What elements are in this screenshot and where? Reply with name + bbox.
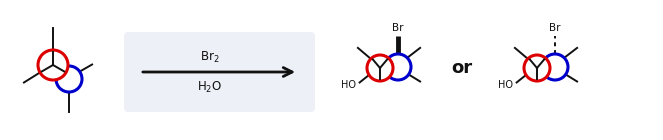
Text: HO: HO xyxy=(498,80,512,89)
Circle shape xyxy=(38,50,68,80)
Text: Br: Br xyxy=(549,23,561,33)
Circle shape xyxy=(542,54,568,80)
Text: or: or xyxy=(452,59,473,77)
Circle shape xyxy=(56,66,82,92)
Circle shape xyxy=(524,55,550,81)
Circle shape xyxy=(385,54,411,80)
Text: Br: Br xyxy=(392,23,404,33)
FancyBboxPatch shape xyxy=(124,32,315,112)
Circle shape xyxy=(367,55,393,81)
Text: HO: HO xyxy=(341,80,355,89)
Text: H$_2$O: H$_2$O xyxy=(198,80,223,95)
Text: Br$_2$: Br$_2$ xyxy=(200,50,219,65)
